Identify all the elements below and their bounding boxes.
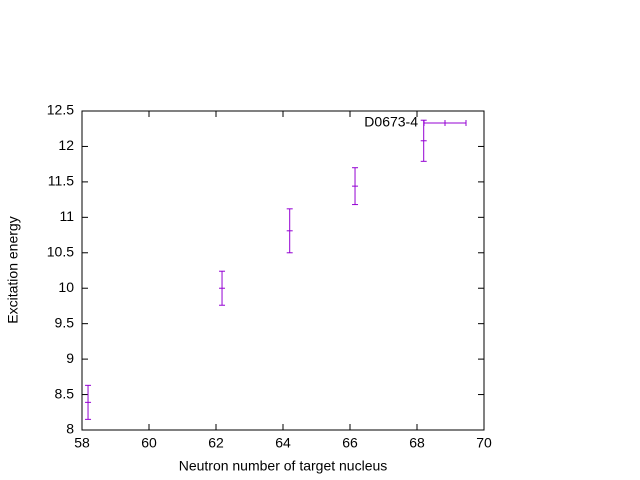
error-bar-point [85,384,92,420]
x-tick-label: 60 [141,435,157,451]
legend-label: D0673-4 [364,114,418,130]
x-tick-label: 58 [74,435,90,451]
x-tick-label: 64 [275,435,291,451]
error-bar-point [352,167,359,206]
y-tick-label: 8.5 [55,385,75,401]
x-tick-label: 66 [342,435,358,451]
y-tick-label: 10 [58,279,74,295]
error-bar-point [219,270,226,306]
y-tick-label: 12.5 [47,102,74,118]
x-axis-label: Neutron number of target nucleus [179,458,388,474]
y-tick-label: 11.5 [48,173,74,189]
y-axis-label: Excitation energy [5,216,21,323]
y-tick-label: 9 [66,350,74,366]
y-tick-label: 11 [59,208,74,224]
y-tick-label: 9.5 [55,314,75,330]
y-tick-label: 8 [66,421,74,437]
y-tick-label: 10.5 [47,243,74,259]
error-bar-point [286,208,293,254]
error-bar-point [420,119,427,162]
x-tick-label: 68 [409,435,425,451]
x-tick-label: 70 [476,435,492,451]
legend-sample [423,120,467,126]
y-tick-label: 12 [58,137,74,153]
x-tick-label: 62 [208,435,224,451]
